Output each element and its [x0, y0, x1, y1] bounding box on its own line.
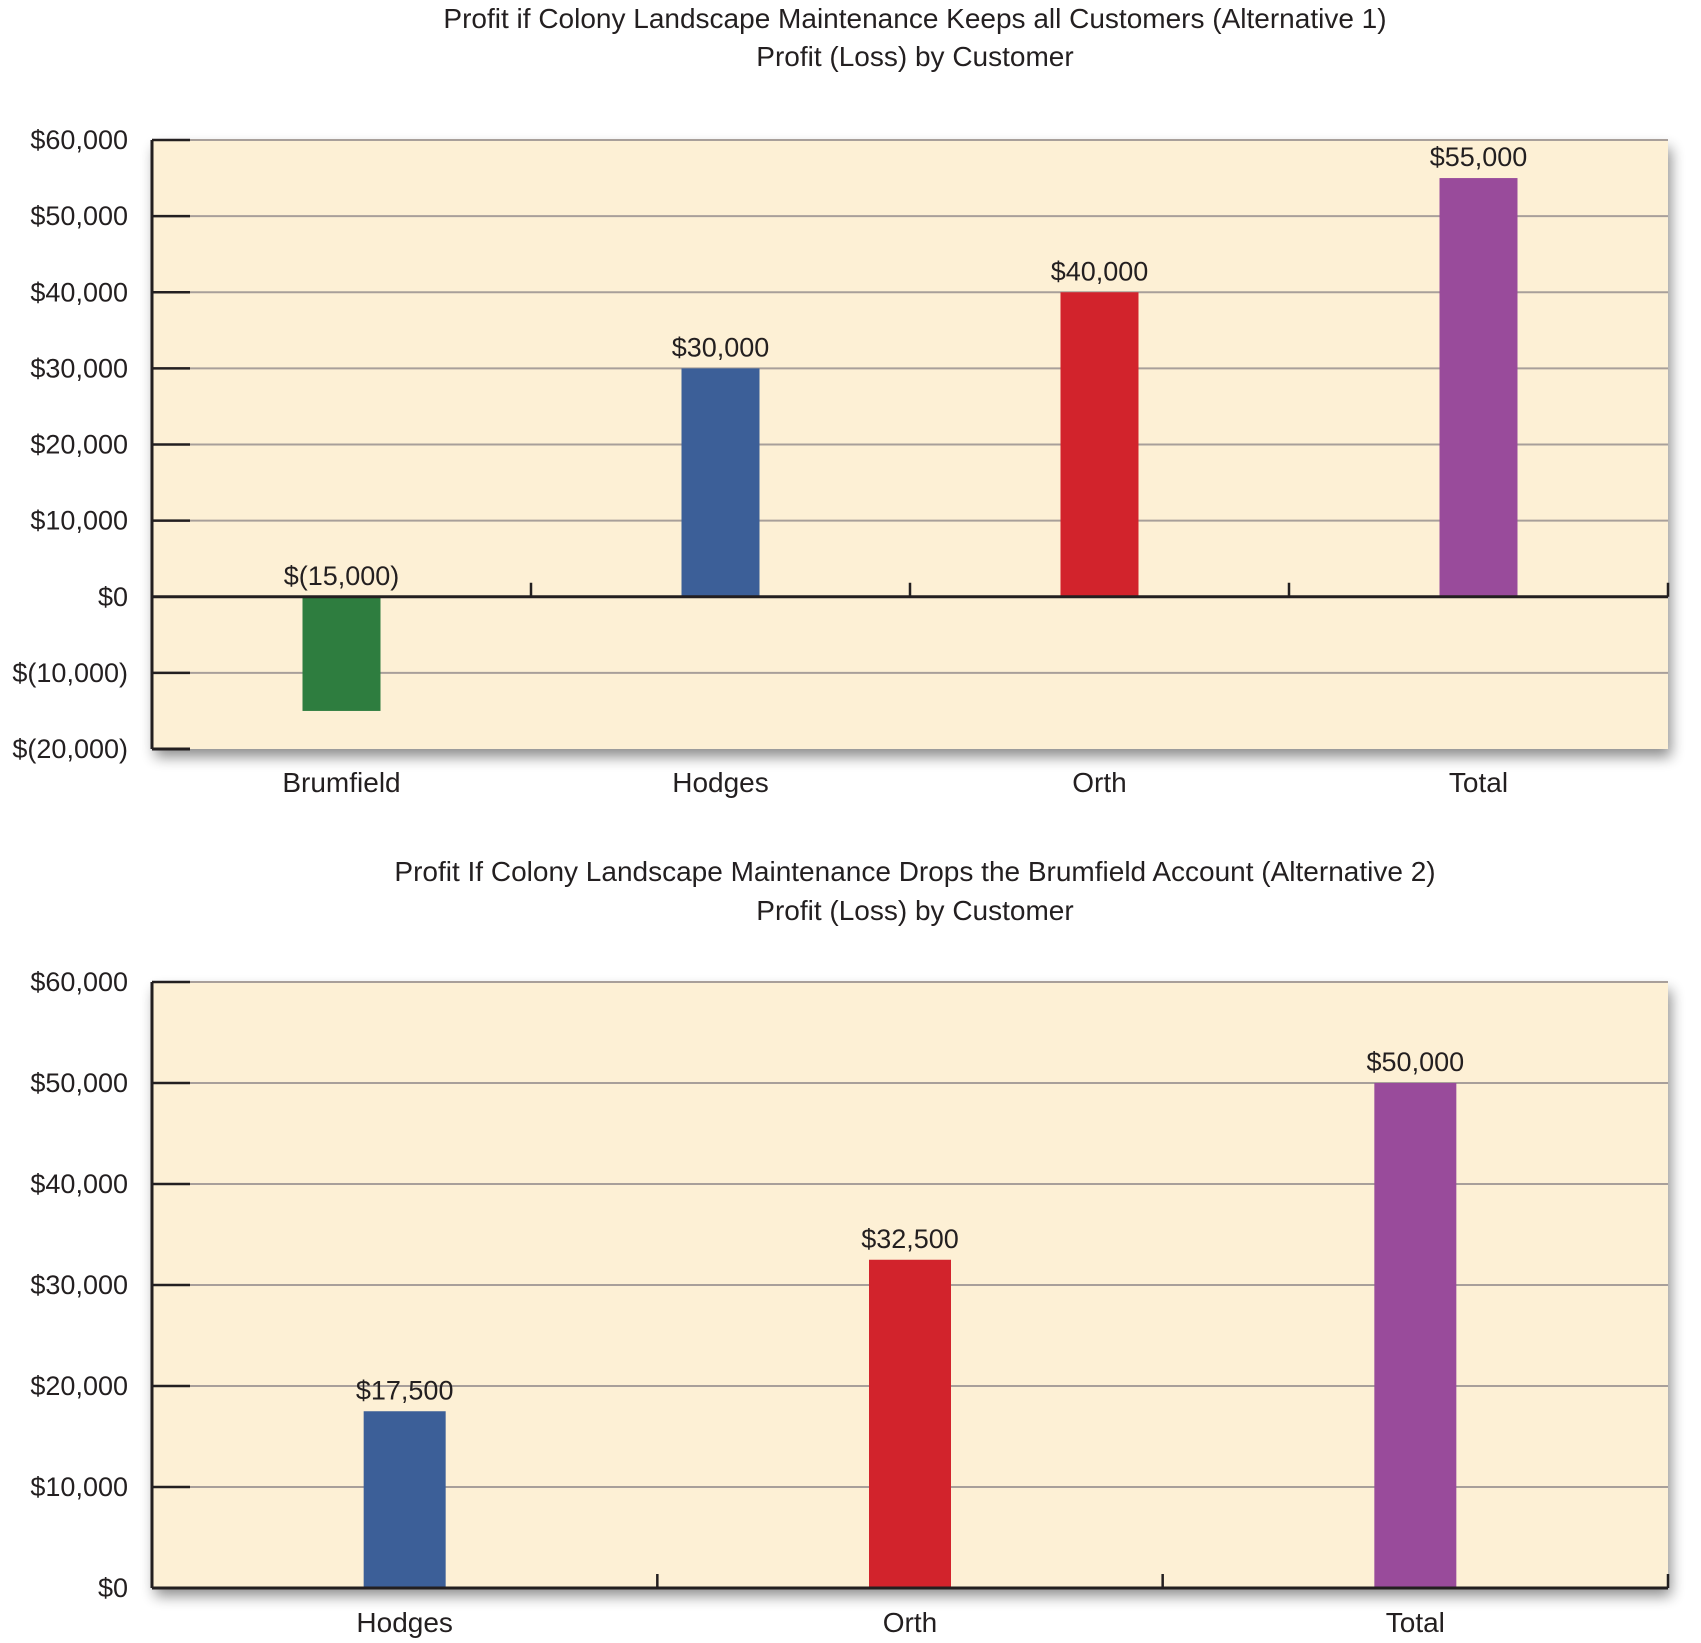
bar-orth — [1060, 292, 1139, 597]
x-category-label: Hodges — [672, 767, 769, 798]
data-label: $(15,000) — [284, 561, 400, 591]
x-category-label: Total — [1449, 767, 1508, 798]
x-category-label: Orth — [1072, 767, 1126, 798]
y-tick-label: $60,000 — [30, 125, 128, 155]
bar-total — [1374, 1083, 1457, 1588]
y-tick-label: $30,000 — [30, 353, 128, 383]
y-tick-label: $60,000 — [30, 967, 128, 997]
x-category-label: Orth — [883, 1607, 937, 1638]
y-tick-label: $50,000 — [30, 1068, 128, 1098]
bar-total — [1439, 178, 1518, 597]
data-label: $17,500 — [356, 1375, 454, 1405]
y-tick-label: $0 — [98, 582, 128, 612]
y-tick-label: $50,000 — [30, 201, 128, 231]
data-label: $30,000 — [672, 332, 770, 362]
y-tick-label: $10,000 — [30, 1472, 128, 1502]
chart2-subtitle: Profit (Loss) by Customer — [756, 895, 1074, 926]
data-label: $32,500 — [861, 1224, 959, 1254]
y-tick-label: $40,000 — [30, 277, 128, 307]
chart2-title: Profit If Colony Landscape Maintenance D… — [394, 856, 1436, 887]
bar-orth — [869, 1259, 951, 1588]
chart1-subtitle: Profit (Loss) by Customer — [756, 41, 1074, 72]
y-tick-label: $(20,000) — [12, 734, 128, 764]
bar-hodges — [681, 368, 760, 597]
chart-alternative-1: $60,000 $50,000 $40,000 $30,000 $20,000 $10,0… — [12, 125, 1670, 798]
bar-hodges — [363, 1411, 446, 1588]
y-tick-label: $10,000 — [30, 506, 128, 536]
data-label: $55,000 — [1430, 142, 1528, 172]
data-label: $50,000 — [1367, 1047, 1465, 1077]
x-category-label: Brumfield — [282, 767, 400, 798]
data-label: $40,000 — [1051, 256, 1149, 286]
y-tick-label: $30,000 — [30, 1270, 128, 1300]
y-tick-label: $40,000 — [30, 1169, 128, 1199]
y-tick-label: $0 — [98, 1573, 128, 1603]
y-tick-label: $20,000 — [30, 430, 128, 460]
bar-brumfield — [302, 596, 381, 711]
chart-alternative-2: $60,000 $50,000 $40,000 $30,000 $20,000 $10,0… — [30, 967, 1670, 1638]
x-category-label: Total — [1386, 1607, 1445, 1638]
y-tick-label: $(10,000) — [12, 658, 128, 688]
y-tick-label: $20,000 — [30, 1371, 128, 1401]
chart1-title: Profit if Colony Landscape Maintenance K… — [443, 3, 1387, 34]
x-category-label: Hodges — [356, 1607, 453, 1638]
